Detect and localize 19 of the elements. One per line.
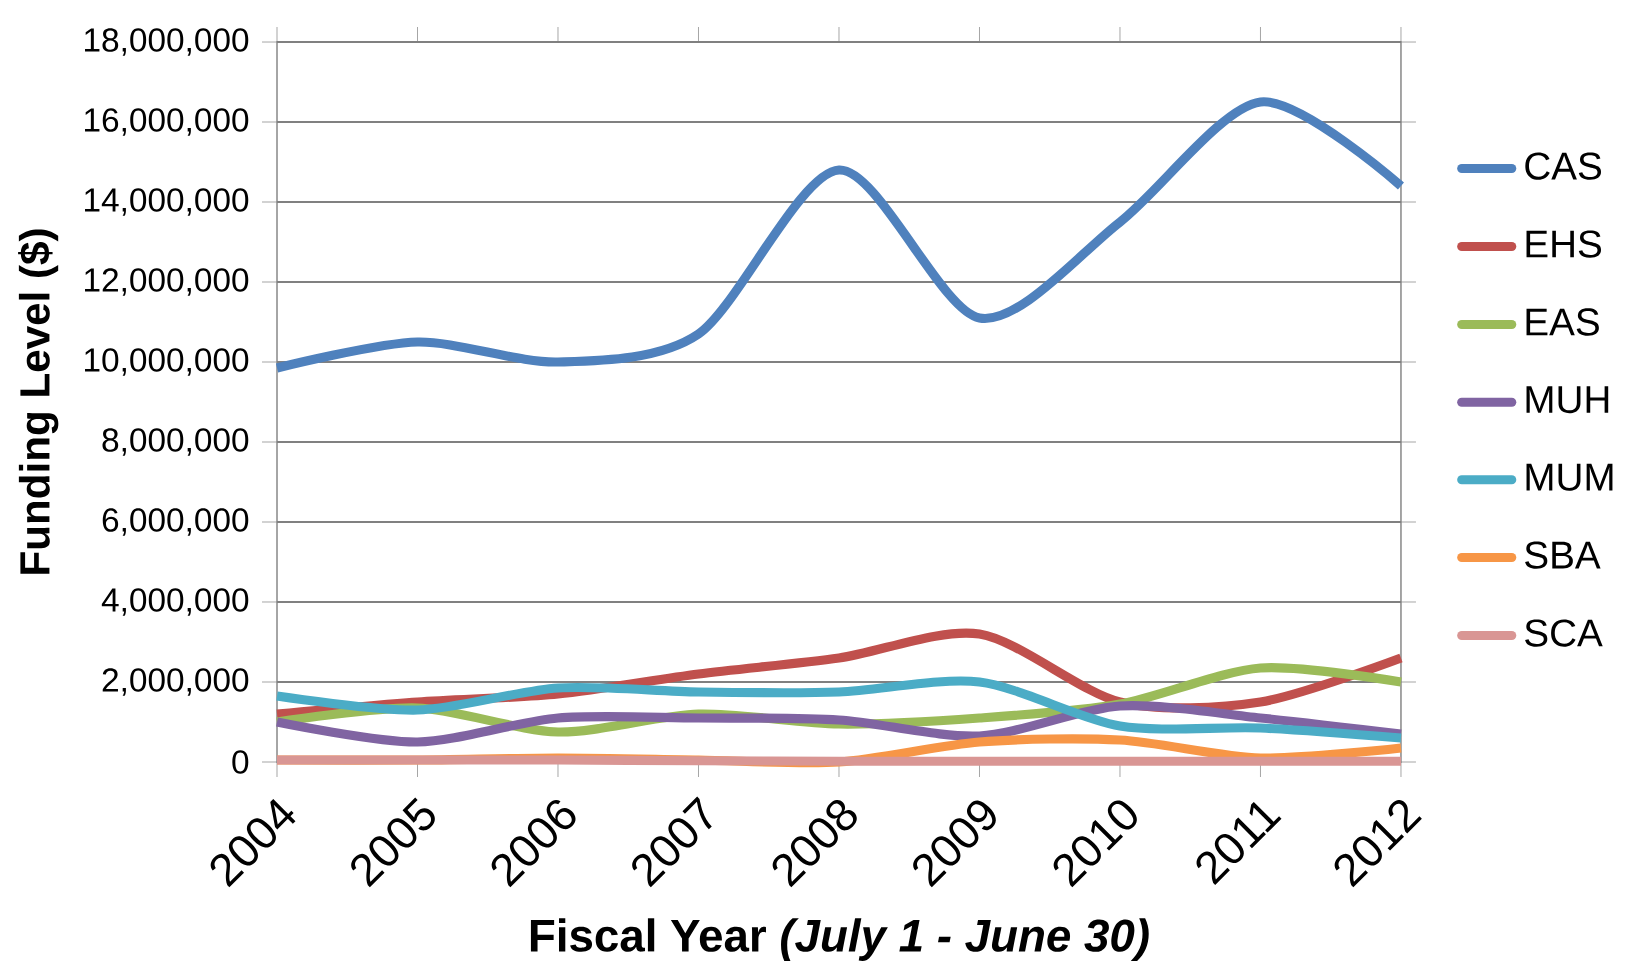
legend-label: EAS [1526, 308, 1599, 336]
y-tick-label: 10,000,000 [85, 348, 249, 376]
y-axis-title: Funding Level ($) [18, 229, 59, 574]
legend-label: MUH [1526, 386, 1609, 414]
y-tick-label: 6,000,000 [102, 508, 249, 536]
y-tick-label: 16,000,000 [85, 108, 249, 136]
legend-label: MUM [1526, 463, 1613, 491]
y-tick-label: 18,000,000 [85, 28, 249, 56]
legend-label: SBA [1525, 541, 1601, 569]
legend-label: SCA [1525, 619, 1603, 647]
y-tick-label: 8,000,000 [102, 428, 249, 456]
legend-label: EHS [1526, 230, 1602, 258]
legend-label: CAS [1525, 152, 1602, 180]
y-tick-label: 2,000,000 [102, 668, 249, 696]
y-tick-label: 0 [232, 750, 249, 774]
x-axis-title: Fiscal Year (July 1 - June 30) [530, 918, 1149, 961]
y-tick-label: 4,000,000 [101, 588, 249, 616]
y-tick-label: 12,000,000 [85, 268, 249, 296]
y-tick-label: 14,000,000 [85, 188, 249, 216]
